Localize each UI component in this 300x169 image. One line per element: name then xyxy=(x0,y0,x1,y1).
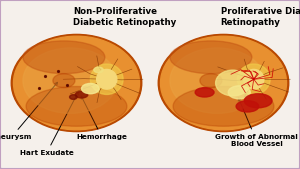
Ellipse shape xyxy=(23,41,105,74)
Ellipse shape xyxy=(170,48,265,113)
Text: Proliferative Diabetic
Retinopathy: Proliferative Diabetic Retinopathy xyxy=(220,7,300,27)
Ellipse shape xyxy=(70,95,77,99)
Ellipse shape xyxy=(236,101,259,112)
Ellipse shape xyxy=(200,74,222,88)
Ellipse shape xyxy=(160,36,286,130)
Text: Growth of Abnormal
Blood Vessel: Growth of Abnormal Blood Vessel xyxy=(215,98,298,147)
Ellipse shape xyxy=(53,74,75,88)
Ellipse shape xyxy=(170,41,252,74)
Text: Non-Proliferative
Diabetic Retinopathy: Non-Proliferative Diabetic Retinopathy xyxy=(74,7,177,27)
Ellipse shape xyxy=(228,86,250,99)
Ellipse shape xyxy=(158,34,289,132)
Ellipse shape xyxy=(75,91,88,98)
Ellipse shape xyxy=(82,83,99,94)
Ellipse shape xyxy=(14,36,140,130)
Ellipse shape xyxy=(90,64,123,94)
Text: Hemorrhage: Hemorrhage xyxy=(76,96,128,140)
Ellipse shape xyxy=(97,69,117,89)
Ellipse shape xyxy=(195,88,214,97)
Ellipse shape xyxy=(173,87,274,126)
Ellipse shape xyxy=(244,69,264,89)
Text: Aneurysm: Aneurysm xyxy=(0,82,58,140)
Ellipse shape xyxy=(237,64,270,94)
Ellipse shape xyxy=(94,67,103,73)
Ellipse shape xyxy=(26,87,127,126)
Text: Hart Exudate: Hart Exudate xyxy=(20,92,78,156)
Ellipse shape xyxy=(23,48,118,113)
Ellipse shape xyxy=(11,34,142,132)
Ellipse shape xyxy=(244,94,272,108)
Ellipse shape xyxy=(216,70,250,96)
